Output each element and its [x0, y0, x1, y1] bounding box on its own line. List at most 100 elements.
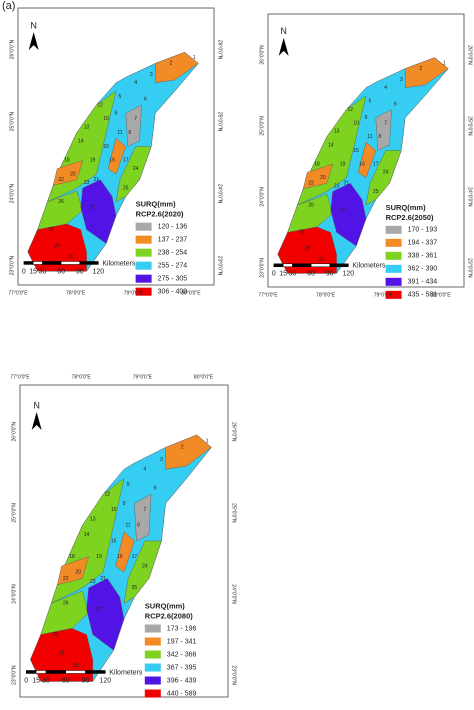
subbasin-label: 27 [96, 607, 102, 613]
subbasin-label: 14 [84, 532, 90, 538]
subbasin-region [165, 434, 212, 470]
legend-label: 306 - 409 [158, 289, 188, 296]
scale-tick-label: 120 [343, 271, 355, 278]
lat-label: 26°0'0"N [259, 45, 265, 65]
legend-title: SURQ(mm) [386, 203, 427, 212]
subbasin-label: 19 [96, 554, 102, 560]
lat-label: 24°0'0"N [217, 184, 223, 204]
lon-label: 79°0'0"E [374, 292, 394, 298]
subbasin-label: 17 [373, 161, 379, 167]
subbasin-label: 19 [90, 158, 96, 164]
subbasin-label: 25 [132, 585, 138, 591]
legend-swatch [144, 676, 161, 685]
subbasin-label: 26 [63, 601, 69, 607]
subbasin-label: 28 [54, 244, 60, 250]
legend-label: 367 - 395 [167, 664, 197, 671]
subbasin-label: 27 [90, 205, 96, 211]
north-label: N [33, 400, 40, 410]
subbasin-label: 1 [443, 60, 446, 66]
scale-tick-label: 0 [24, 677, 28, 684]
subbasin-label: 21 [344, 181, 350, 187]
subbasin-label: 23 [90, 579, 96, 585]
subbasin-region [53, 160, 83, 186]
lat-label: 23°0'0"N [231, 665, 237, 685]
lat-label: 26°0'0"N [9, 39, 15, 59]
subbasin-label: 1 [193, 55, 196, 61]
subbasin-label: 1 [206, 438, 209, 444]
subbasin-label: 16 [109, 158, 115, 164]
north-arrow [278, 37, 289, 56]
subbasin-label: 2 [169, 61, 172, 67]
scale-tick-label: 30 [289, 271, 297, 278]
legend-label: 338 - 361 [408, 253, 438, 260]
subbasin-label: 24 [383, 170, 389, 176]
scale-tick-label: 0 [22, 268, 26, 275]
legend-swatch [135, 235, 152, 244]
subbasin-region [115, 531, 135, 573]
subbasin-label: 8 [378, 134, 381, 140]
scale-segment [23, 261, 34, 265]
scale-segment [85, 670, 106, 674]
scale-tick-label: 0 [272, 271, 276, 278]
subbasin-region [125, 104, 142, 147]
subbasin-region [365, 150, 402, 206]
subbasin-label: 9 [115, 111, 118, 117]
subbasin-label: 14 [328, 142, 334, 148]
subbasin-label: 30 [318, 257, 324, 263]
subbasin-label: 12 [105, 492, 111, 498]
subbasin-label: 7 [134, 116, 137, 122]
subbasin-label: 13 [90, 516, 96, 522]
subbasin-label: 19 [340, 161, 346, 167]
legend-label: 342 - 366 [167, 651, 197, 658]
lon-label: 79°0'0"E [124, 290, 144, 296]
figure-label: (a) [2, 0, 15, 12]
subbasin-label: 4 [134, 80, 137, 86]
lat-label: 25°0'0"N [259, 116, 265, 136]
scale-tick-label: 60 [57, 268, 65, 275]
subbasin-label: 23 [84, 180, 90, 186]
subbasin-label: 22 [308, 181, 314, 187]
lat-label: 24°0'0"N [467, 187, 473, 207]
lon-label: 77°0'0"E [8, 290, 28, 296]
subbasin-label: 18 [69, 554, 75, 560]
legend-swatch [144, 624, 161, 633]
legend-label: 391 - 434 [408, 279, 438, 286]
legend-title: SURQ(mm) [136, 200, 177, 209]
scale-segment [32, 261, 43, 265]
lat-label: 25°0'0"N [11, 503, 17, 523]
subbasin-label: 12 [348, 107, 354, 113]
north-arrow [28, 32, 39, 51]
legend-label: 255 - 274 [158, 263, 188, 270]
subbasin-label: 9 [365, 115, 368, 121]
lat-label: 23°0'0"N [217, 256, 223, 276]
lat-label: 23°0'0"N [11, 665, 17, 685]
scale-segment [60, 261, 80, 265]
subbasin-label: 2 [419, 66, 422, 72]
scale-tick-label: 60 [62, 677, 70, 684]
subbasin-label: 25 [373, 189, 379, 195]
subbasin-label: 15 [353, 148, 359, 154]
scale-unit: Kilometers [352, 263, 386, 270]
lat-label: 24°0'0"N [259, 187, 265, 207]
scale-segment [310, 263, 330, 268]
subbasin-label: 21 [94, 177, 100, 183]
lat-label: 25°0'0"N [231, 503, 237, 523]
subbasin-label: 3 [400, 77, 403, 83]
lat-label: 24°0'0"N [231, 584, 237, 604]
subbasin-label: 11 [117, 130, 122, 136]
subbasin-region [57, 556, 89, 585]
subbasin-label: 25 [123, 185, 129, 191]
subbasin-label: 10 [111, 507, 117, 513]
scale-tick-label: 60 [307, 271, 315, 278]
subbasin-label: 28 [304, 246, 310, 252]
subbasin-region [287, 193, 333, 233]
lat-label: 24°0'0"N [11, 584, 17, 604]
subbasin-label: 21 [100, 576, 106, 582]
subbasin-region [40, 590, 89, 635]
lon-label: 80°0'0"E [194, 374, 214, 380]
lat-label: 25°0'0"N [217, 112, 223, 132]
scale-tick-label: 90 [82, 677, 90, 684]
scale-segment [25, 670, 37, 674]
legend-swatch [135, 222, 152, 231]
